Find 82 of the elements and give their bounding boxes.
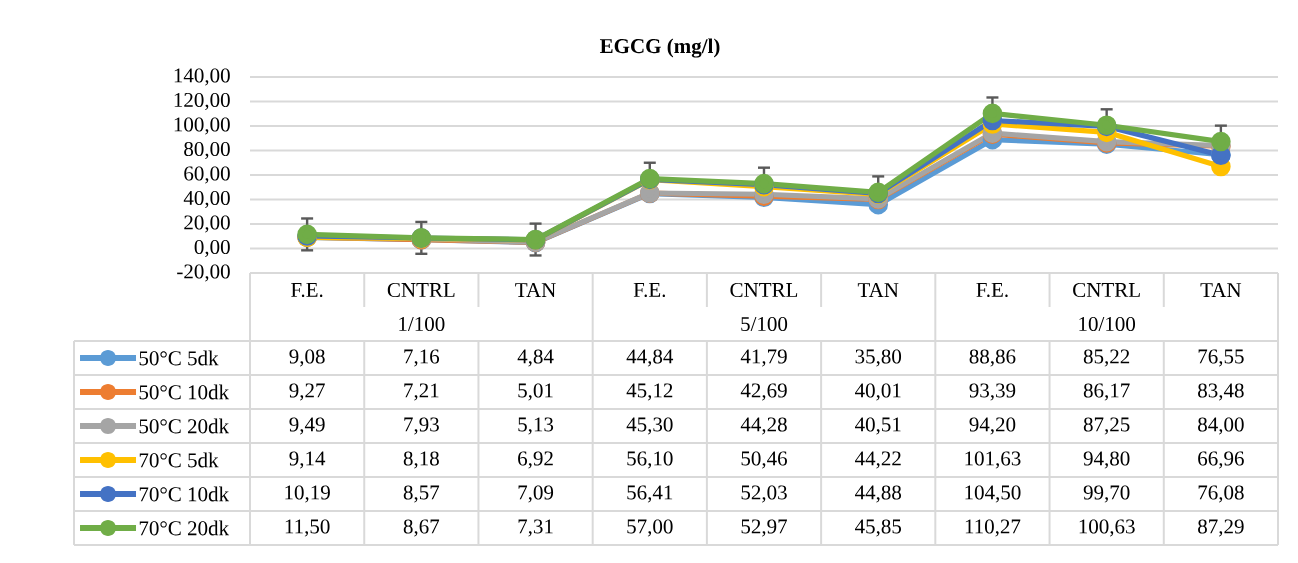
y-tick-label: 80,00 (184, 141, 230, 160)
data-label: 8,18 (403, 451, 439, 469)
data-label: 99,70 (1083, 485, 1130, 503)
data-label: 52,03 (741, 485, 787, 503)
data-label: 5,01 (518, 383, 553, 401)
y-tick-label: 100,00 (174, 117, 230, 135)
data-label: 94,80 (1083, 451, 1130, 469)
x-tick-label: F.E. (976, 282, 1008, 297)
data-label: 84,00 (1198, 417, 1244, 435)
x-tick-label: TAN (515, 283, 556, 297)
data-label: 52,97 (741, 519, 788, 537)
data-label: 44,88 (855, 485, 902, 503)
data-label: 11,50 (285, 519, 330, 537)
data-label: 45,12 (626, 383, 673, 401)
data-label: 100,63 (1079, 519, 1135, 537)
data-label: 9,27 (289, 383, 325, 401)
data-label: 94,20 (969, 417, 1016, 435)
legend-label: 70°C 10dk (139, 486, 230, 502)
data-label: 35,80 (855, 349, 902, 367)
data-label: 8,57 (403, 485, 440, 503)
data-label: 85,22 (1083, 349, 1130, 367)
x-tick-label: TAN (857, 283, 899, 297)
chart-title: EGCG (mg/l) (599, 38, 720, 58)
data-label: 45,30 (626, 417, 673, 435)
data-label: 8,67 (403, 519, 440, 537)
data-label: 44,84 (626, 349, 674, 367)
x-tick-label: TAN (1200, 283, 1242, 297)
y-tick-label: 120,00 (174, 92, 230, 111)
data-label: 87,29 (1198, 519, 1244, 537)
data-label: 44,22 (855, 451, 901, 469)
x-tick-label: CNTRL (730, 282, 798, 298)
legend-label: 70°C 20dk (139, 520, 230, 536)
data-label: 7,21 (404, 383, 439, 401)
data-label: 41,79 (740, 349, 787, 367)
y-tick-label: 0,00 (194, 239, 230, 258)
x-tick-label: CNTRL (1073, 282, 1140, 298)
legend-label: 50°C 20dk (139, 418, 230, 434)
data-label: 7,93 (404, 417, 439, 435)
x-tick-label: F.E. (633, 282, 666, 297)
data-label: 66,96 (1198, 451, 1244, 469)
data-label: 6,92 (518, 451, 553, 469)
data-label: 56,10 (627, 451, 673, 469)
text: 10/100 (1079, 316, 1136, 332)
data-label: 76,55 (1198, 349, 1244, 367)
data-label: 42,69 (740, 383, 787, 401)
data-label: 83,48 (1198, 383, 1244, 401)
x-tick-label: F.E. (291, 282, 323, 297)
data-label: 88,86 (969, 349, 1016, 367)
data-label: 44,28 (740, 417, 787, 435)
data-label: 40,51 (855, 417, 901, 435)
data-label: 9,14 (289, 451, 326, 469)
y-tick-label: 60,00 (184, 166, 230, 184)
y-tick-label: -20,00 (177, 264, 230, 282)
data-label: 76,08 (1198, 485, 1244, 503)
legend-label: 70°C 5dk (139, 452, 219, 468)
data-label: 40,01 (855, 383, 901, 401)
y-tick-label: 20,00 (184, 215, 230, 233)
data-label: 9,49 (289, 417, 325, 435)
data-label: 93,39 (969, 383, 1016, 401)
legend-label: 50°C 10dk (139, 384, 230, 400)
data-label: 57,00 (627, 519, 673, 537)
data-label: 7,09 (518, 485, 554, 503)
y-tick-label: 40,00 (183, 190, 230, 209)
data-label: 5,13 (518, 417, 554, 435)
data-label: 101,63 (965, 451, 1021, 469)
data-label: 4,84 (517, 349, 554, 367)
data-label: 56,41 (627, 485, 673, 503)
data-label: 110,27 (965, 519, 1021, 537)
data-label: 7,31 (518, 519, 553, 537)
x-tick-label: CNTRL (387, 282, 455, 298)
data-label: 10,19 (285, 485, 330, 503)
legend-label: 50°C 5dk (139, 350, 219, 366)
data-label: 104,50 (965, 485, 1021, 503)
data-label: 86,17 (1083, 383, 1130, 401)
data-label: 9,08 (289, 349, 325, 367)
data-label: 45,85 (855, 519, 902, 537)
text: 5/100 (741, 316, 788, 332)
y-tick-label: 140,00 (174, 68, 230, 86)
text: 1/100 (399, 316, 445, 332)
data-label: 50,46 (741, 451, 788, 469)
data-label: 87,25 (1083, 417, 1130, 435)
data-label: 7,16 (404, 349, 440, 367)
